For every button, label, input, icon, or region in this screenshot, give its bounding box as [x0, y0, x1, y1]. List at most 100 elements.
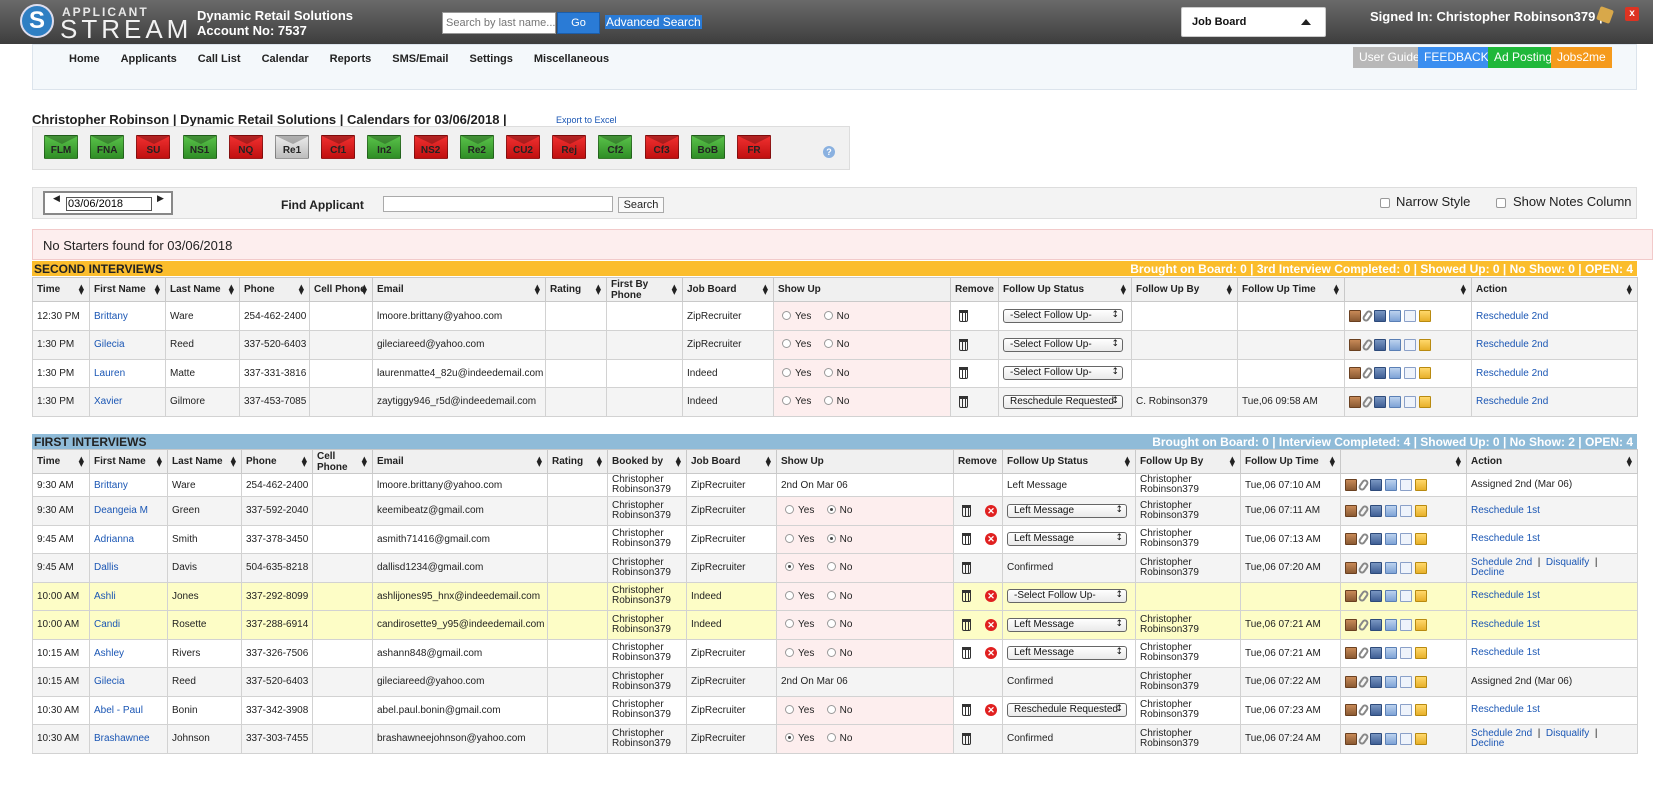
trash-icon[interactable]	[962, 533, 971, 546]
note-icon[interactable]	[1415, 590, 1427, 603]
contact-card-icon[interactable]	[1345, 504, 1357, 517]
transport-icon[interactable]	[1370, 704, 1382, 717]
column-header-follow-up-by[interactable]: Follow Up By ▲ ▼	[1135, 449, 1241, 474]
column-header-cell-phone[interactable]: Cell Phone ▲ ▼	[309, 277, 373, 302]
sort-icon[interactable]: ▲ ▼	[534, 283, 540, 296]
reschedule-link[interactable]: Reschedule 2nd	[1471, 358, 1638, 388]
trash-icon[interactable]	[959, 338, 968, 351]
transport-icon[interactable]	[1374, 395, 1386, 408]
email-icon[interactable]	[1400, 704, 1412, 717]
column-header-rating[interactable]: Rating ▲ ▼	[547, 449, 608, 474]
sort-icon[interactable]: ▲ ▼	[671, 283, 677, 296]
column-header-follow-up-status[interactable]: Follow Up Status ▲ ▼	[1002, 449, 1136, 474]
calendar-view-icon[interactable]	[1385, 704, 1397, 717]
sort-icon[interactable]: ▲ ▼	[1333, 283, 1339, 296]
attachment-icon[interactable]	[1357, 478, 1370, 492]
show-no-radio[interactable]	[826, 562, 836, 572]
reschedule-link[interactable]: Reschedule 1st	[1471, 533, 1540, 545]
attachment-icon[interactable]	[1357, 646, 1370, 661]
calendar-icon-re1[interactable]: Re1	[275, 135, 309, 159]
email-icon[interactable]	[1400, 561, 1412, 574]
show-yes-radio[interactable]	[782, 367, 791, 377]
sort-icon[interactable]: ▲ ▼	[361, 455, 367, 468]
first-name-link[interactable]: Xavier	[89, 387, 166, 417]
note-icon[interactable]	[1415, 561, 1427, 574]
column-header-cell-phone[interactable]: Cell Phone ▲ ▼	[312, 449, 373, 474]
email-icon[interactable]	[1404, 395, 1416, 408]
show-yes-radio[interactable]	[782, 310, 791, 320]
column-header-show-up[interactable]: Show Up	[776, 449, 954, 474]
note-icon[interactable]	[1415, 647, 1427, 660]
attachment-icon[interactable]	[1357, 731, 1370, 746]
column-header-email[interactable]: Email ▲ ▼	[372, 277, 546, 302]
note-icon[interactable]	[1419, 395, 1431, 408]
reschedule-link[interactable]: Reschedule 2nd	[1471, 330, 1638, 360]
transport-icon[interactable]	[1370, 618, 1382, 631]
column-header-time[interactable]: Time ▲ ▼	[32, 449, 90, 474]
nav-item-settings[interactable]: Settings	[469, 53, 513, 65]
follow-up-select[interactable]: Left Message	[1007, 646, 1127, 661]
sort-icon[interactable]: ▲ ▼	[1229, 455, 1235, 468]
contact-card-icon[interactable]	[1349, 338, 1361, 351]
column-header-follow-up-time[interactable]: Follow Up Time ▲ ▼	[1240, 449, 1341, 474]
first-name-link[interactable]: Gilecia	[89, 330, 166, 360]
note-icon[interactable]	[1415, 504, 1427, 517]
reschedule-link[interactable]: Reschedule 1st	[1471, 704, 1540, 716]
attachment-icon[interactable]	[1357, 703, 1370, 718]
email-icon[interactable]	[1404, 367, 1416, 380]
column-header-icons[interactable]: ▲ ▼	[1340, 449, 1467, 474]
trash-icon[interactable]	[962, 732, 971, 745]
email-icon[interactable]	[1400, 590, 1412, 603]
transport-icon[interactable]	[1374, 310, 1386, 322]
calendar-view-icon[interactable]	[1385, 732, 1397, 745]
calendar-icon-re2[interactable]: Re2	[459, 135, 494, 159]
column-header-phone[interactable]: Phone ▲ ▼	[241, 449, 313, 474]
attachment-icon[interactable]	[1357, 532, 1370, 547]
contact-card-icon[interactable]	[1345, 561, 1357, 574]
trash-icon[interactable]	[962, 647, 971, 660]
cancel-icon[interactable]: ✕	[985, 704, 997, 717]
calendar-icon-nq[interactable]: NQ	[228, 135, 263, 159]
nav-item-applicants[interactable]: Applicants	[120, 53, 177, 65]
follow-up-select[interactable]: -Select Follow Up-	[1003, 309, 1123, 323]
contact-card-icon[interactable]	[1349, 395, 1361, 408]
attachment-icon[interactable]	[1361, 366, 1374, 381]
follow-up-select[interactable]: Left Message	[1007, 617, 1127, 632]
column-header-last-name[interactable]: Last Name ▲ ▼	[165, 277, 240, 302]
logo-icon[interactable]: S	[20, 4, 54, 38]
column-header-remove[interactable]: Remove	[950, 277, 999, 302]
show-yes-radio[interactable]	[785, 562, 794, 572]
export-excel-link[interactable]: Export to Excel	[556, 115, 617, 125]
transport-icon[interactable]	[1370, 675, 1382, 688]
first-name-link[interactable]: Ashley	[89, 638, 168, 668]
note-icon[interactable]	[1415, 533, 1427, 546]
column-header-last-name[interactable]: Last Name ▲ ▼	[167, 449, 242, 474]
contact-card-icon[interactable]	[1345, 590, 1357, 603]
calendar-view-icon[interactable]	[1385, 533, 1397, 546]
attachment-icon[interactable]	[1357, 617, 1370, 632]
email-icon[interactable]	[1400, 504, 1412, 517]
transport-icon[interactable]	[1374, 367, 1386, 380]
cancel-icon[interactable]: ✕	[985, 533, 997, 546]
transport-icon[interactable]	[1370, 647, 1382, 660]
sort-icon[interactable]: ▲ ▼	[675, 455, 681, 468]
calendar-icon-cf1[interactable]: Cf1	[321, 135, 356, 159]
show-yes-radio[interactable]	[785, 704, 794, 714]
contact-card-icon[interactable]	[1345, 618, 1357, 631]
contact-card-icon[interactable]	[1349, 367, 1361, 380]
calendar-icon-cf3[interactable]: Cf3	[644, 135, 679, 159]
job-board-select[interactable]: Job Board	[1181, 7, 1326, 37]
reschedule-link[interactable]: Reschedule 1st	[1471, 590, 1540, 602]
sort-icon[interactable]: ▲ ▼	[762, 283, 768, 296]
note-icon[interactable]	[1419, 338, 1431, 351]
find-applicant-input[interactable]	[383, 196, 613, 212]
trash-icon[interactable]	[962, 618, 971, 631]
trash-icon[interactable]	[962, 504, 971, 517]
note-icon[interactable]	[1419, 367, 1431, 380]
calendar-icon-flm[interactable]: FLM	[44, 135, 78, 159]
decline-link[interactable]: Decline	[1471, 737, 1505, 749]
calendar-view-icon[interactable]	[1389, 310, 1401, 322]
calendar-view-icon[interactable]	[1385, 647, 1397, 660]
email-icon[interactable]	[1404, 310, 1416, 322]
reschedule-link[interactable]: Reschedule 2nd	[1471, 387, 1638, 417]
